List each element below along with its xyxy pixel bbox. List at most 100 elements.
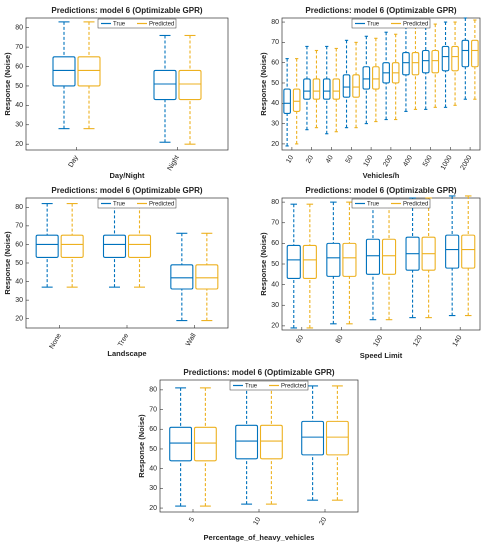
- y-tick-label: 30: [271, 302, 279, 309]
- box: [372, 66, 380, 90]
- box: [235, 424, 259, 460]
- box: [302, 244, 317, 279]
- plot-area: [25, 197, 229, 329]
- legend-label: Predicted: [281, 383, 306, 389]
- y-tick-label: 70: [15, 44, 23, 51]
- chart-title: Predictions: model 6 (Optimizable GPR): [305, 6, 456, 15]
- y-tick-label: 80: [271, 19, 279, 26]
- x-tick-label: Wall: [185, 332, 198, 347]
- y-tick-label: 40: [149, 466, 157, 473]
- subplot: Predictions: model 6 (Optimizable GPR) Ve…: [259, 6, 481, 180]
- box: [431, 49, 440, 74]
- subplot: Predictions: model 6 (Optimizable GPR) La…: [3, 186, 229, 358]
- y-tick-label: 20: [271, 141, 279, 148]
- box: [169, 426, 193, 462]
- box: [365, 238, 381, 275]
- x-tick-label: 100: [372, 334, 384, 348]
- y-tick-label: 30: [149, 485, 157, 492]
- y-tick-label: 40: [271, 281, 279, 288]
- y-tick-label: 20: [15, 316, 23, 323]
- box: [127, 234, 152, 258]
- y-tick-label: 70: [149, 406, 157, 413]
- box: [342, 242, 357, 277]
- y-tick-label: 40: [15, 278, 23, 285]
- box: [52, 56, 76, 87]
- y-axis-label: Response (Noise): [137, 414, 146, 478]
- box: [402, 51, 410, 76]
- y-axis-label: Response (Noise): [259, 52, 268, 116]
- box: [451, 45, 459, 72]
- box: [193, 426, 217, 462]
- y-tick-label: 60: [15, 63, 23, 70]
- box: [301, 420, 325, 456]
- box: [411, 51, 420, 76]
- box: [286, 244, 301, 279]
- legend-label: True: [367, 201, 380, 207]
- box: [421, 49, 430, 74]
- x-tick-label: 40: [325, 154, 335, 164]
- box: [35, 234, 59, 258]
- box: [381, 238, 397, 275]
- box: [170, 264, 194, 290]
- legend-label: Predicted: [149, 21, 174, 27]
- x-tick-label: 120: [412, 334, 424, 348]
- y-tick-label: 70: [271, 39, 279, 46]
- subplot: Predictions: model 6 (Optimizable GPR) Da…: [3, 6, 229, 180]
- x-axis-label: Speed Limit: [360, 351, 403, 360]
- box: [102, 234, 127, 258]
- box: [332, 78, 341, 100]
- subplot: Predictions: model 6 (Optimizable GPR) Sp…: [259, 186, 481, 360]
- x-tick-label: 20: [318, 516, 328, 526]
- box: [441, 45, 450, 72]
- x-tick-label: None: [49, 332, 63, 350]
- x-tick-label: 80: [335, 334, 345, 344]
- x-tick-label: 20: [305, 154, 315, 164]
- y-axis-label: Response (Noise): [3, 231, 12, 295]
- chart-title: Predictions: model 6 (Optimizable GPR): [183, 368, 334, 377]
- y-tick-label: 60: [15, 241, 23, 248]
- x-tick-label: Night: [167, 154, 181, 172]
- chart-title: Predictions: model 6 (Optimizable GPR): [305, 186, 456, 195]
- y-tick-label: 50: [271, 80, 279, 87]
- legend-label: True: [245, 383, 258, 389]
- box: [312, 78, 321, 100]
- y-tick-label: 50: [149, 446, 157, 453]
- x-tick-label: 50: [345, 154, 355, 164]
- x-axis-label: Percentage_of_heavy_vehicles: [204, 533, 315, 542]
- y-tick-label: 80: [15, 204, 23, 211]
- legend-label: True: [367, 21, 380, 27]
- chart-title: Predictions: model 6 (Optimizable GPR): [51, 186, 202, 195]
- y-tick-label: 20: [149, 505, 157, 512]
- box: [342, 74, 351, 98]
- box: [461, 39, 470, 68]
- box: [195, 264, 219, 290]
- y-axis-label: Response (Noise): [259, 232, 268, 296]
- y-tick-label: 70: [271, 220, 279, 227]
- y-tick-label: 20: [15, 141, 23, 148]
- box: [153, 69, 177, 101]
- x-tick-label: 5: [188, 516, 196, 523]
- x-tick-label: Day: [68, 154, 81, 169]
- box: [471, 39, 479, 68]
- x-tick-label: 200: [382, 154, 394, 168]
- legend-label: Predicted: [403, 201, 428, 207]
- y-tick-label: 60: [271, 240, 279, 247]
- x-axis-label: Landscape: [107, 349, 146, 358]
- y-tick-label: 40: [271, 100, 279, 107]
- x-tick-label: 60: [295, 334, 305, 344]
- box: [326, 242, 341, 277]
- x-tick-label: 10: [252, 516, 262, 526]
- legend-label: True: [113, 201, 126, 207]
- box: [322, 78, 331, 100]
- box: [303, 78, 311, 100]
- x-tick-label: Tree: [117, 332, 130, 348]
- box: [352, 74, 360, 98]
- x-tick-label: 2000: [460, 154, 474, 171]
- y-tick-label: 70: [15, 223, 23, 230]
- box: [259, 424, 283, 460]
- box: [77, 56, 101, 87]
- box: [362, 66, 371, 90]
- chart-title: Predictions: model 6 (Optimizable GPR): [51, 6, 202, 15]
